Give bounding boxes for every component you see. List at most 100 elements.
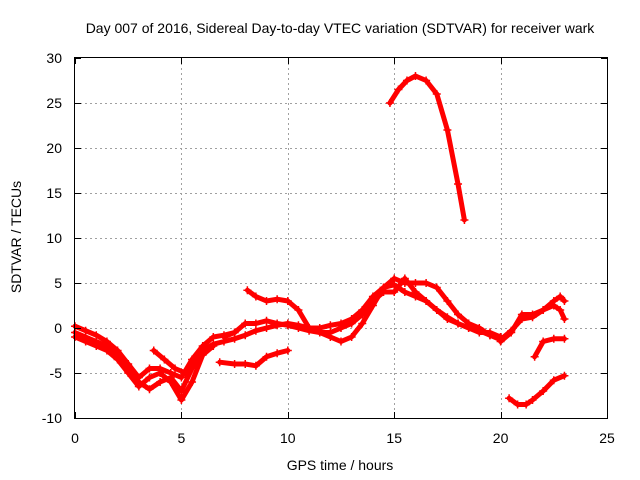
data-point <box>475 328 484 337</box>
data-point <box>368 297 377 305</box>
y-tick-label: 20 <box>46 140 62 156</box>
data-point <box>390 288 399 296</box>
data-point <box>124 360 133 368</box>
data-point <box>251 361 260 370</box>
data-point <box>422 297 431 305</box>
data-point <box>243 286 252 295</box>
data-point <box>432 306 441 314</box>
data-point <box>156 378 165 386</box>
data-point <box>92 331 101 340</box>
x-tick-label: 0 <box>71 430 79 446</box>
data-point <box>273 319 282 328</box>
data-point <box>305 326 314 335</box>
x-tick-label: 25 <box>599 430 615 446</box>
data-point <box>81 337 90 346</box>
y-tick-label: 5 <box>54 275 62 291</box>
series-arc-12 <box>505 371 569 409</box>
data-point <box>385 99 394 107</box>
data-point <box>358 310 367 319</box>
data-point <box>262 352 271 361</box>
data-point <box>337 324 345 332</box>
data-point <box>549 301 558 310</box>
data-point <box>145 373 154 382</box>
data-point <box>507 326 516 335</box>
x-axis-label: GPS time / hours <box>287 457 394 473</box>
data-point <box>379 288 388 296</box>
data-point <box>522 400 531 409</box>
data-point <box>166 378 175 386</box>
data-point <box>513 400 522 409</box>
y-tick-label: 30 <box>46 50 62 66</box>
data-point <box>556 306 565 314</box>
x-tick-label: 10 <box>280 430 296 446</box>
data-point <box>188 355 197 364</box>
data-point <box>283 346 292 355</box>
data-point <box>262 316 271 325</box>
data-point <box>219 333 228 341</box>
data-point <box>390 274 399 283</box>
y-axis-label: SDTVAR / TECUs <box>8 181 24 293</box>
data-point <box>171 364 180 373</box>
data-point <box>113 355 122 364</box>
data-point <box>241 331 250 340</box>
series-band <box>532 336 567 360</box>
series-band <box>72 323 238 380</box>
data-point <box>181 369 190 377</box>
data-point <box>530 352 539 361</box>
series-band <box>244 276 504 344</box>
data-point <box>134 373 143 382</box>
data-point <box>251 319 260 328</box>
data-point <box>177 396 186 404</box>
data-point <box>262 297 271 305</box>
data-point <box>432 90 441 98</box>
data-point <box>517 315 526 323</box>
data-point <box>337 337 345 346</box>
y-tick-label: 0 <box>54 320 62 336</box>
data-point <box>156 364 165 373</box>
data-point <box>209 333 218 341</box>
data-point <box>560 334 569 343</box>
data-point <box>198 342 207 350</box>
plot-frame <box>74 57 608 419</box>
series-arc-11 <box>530 334 569 361</box>
data-point <box>177 373 186 382</box>
data-point <box>556 292 565 301</box>
data-point <box>485 328 494 337</box>
data-point <box>411 72 420 80</box>
data-point <box>347 319 356 328</box>
data-point <box>283 297 292 305</box>
data-point <box>102 337 111 346</box>
data-point <box>443 315 452 323</box>
data-point <box>262 324 271 332</box>
data-point <box>251 292 260 301</box>
y-tick-label: -5 <box>50 365 63 381</box>
data-point <box>230 360 239 368</box>
data-point <box>294 324 303 332</box>
data-point <box>326 328 335 337</box>
data-point <box>160 355 169 364</box>
y-tick-label: 10 <box>46 230 62 246</box>
data-point <box>505 394 514 403</box>
data-point <box>539 306 548 314</box>
data-point <box>539 387 548 395</box>
data-point <box>496 335 505 344</box>
data-point <box>454 310 463 319</box>
data-point <box>294 306 303 314</box>
data-point <box>326 321 335 330</box>
series-arc-5 <box>215 346 292 370</box>
data-point <box>411 288 420 296</box>
x-tick-label: 5 <box>178 430 186 446</box>
series-arc-6 <box>243 274 505 346</box>
data-point <box>411 279 420 287</box>
data-point <box>560 315 569 323</box>
data-point <box>454 319 463 328</box>
y-tick-label: 25 <box>46 95 62 111</box>
data-point <box>188 378 197 386</box>
data-point <box>230 328 239 337</box>
data-point <box>560 371 569 380</box>
data-point <box>315 328 324 337</box>
data-point <box>215 358 224 367</box>
x-tick-label: 15 <box>386 430 402 446</box>
series-arc-10 <box>496 301 569 344</box>
